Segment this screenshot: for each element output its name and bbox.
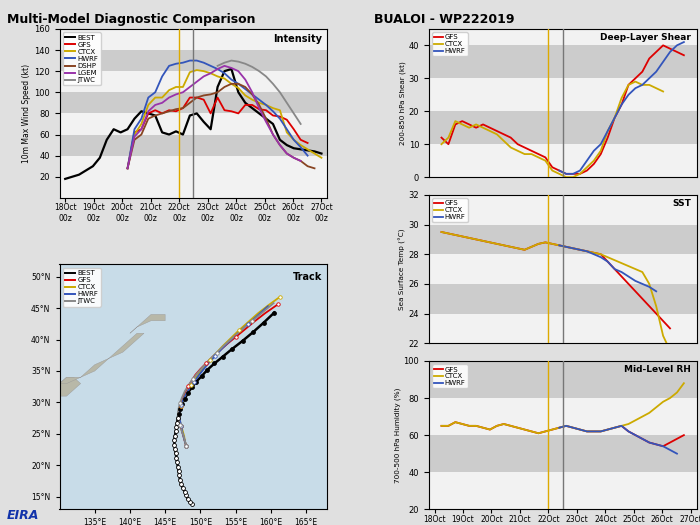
Text: Track: Track [293, 271, 322, 281]
Y-axis label: 10m Max Wind Speed (kt): 10m Max Wind Speed (kt) [22, 64, 31, 163]
Bar [429, 284, 696, 313]
Bar [60, 92, 327, 113]
Text: SST: SST [672, 200, 691, 208]
Polygon shape [60, 377, 80, 396]
Text: BUALOI - WP222019: BUALOI - WP222019 [374, 13, 515, 26]
Text: Mid-Level RH: Mid-Level RH [624, 365, 691, 374]
Text: Intensity: Intensity [273, 34, 322, 44]
Legend: GFS, CTCX, HWRF: GFS, CTCX, HWRF [433, 198, 468, 222]
Bar [429, 361, 696, 398]
Y-axis label: 700-500 hPa Humidity (%): 700-500 hPa Humidity (%) [394, 387, 400, 483]
Polygon shape [60, 333, 144, 384]
Bar [429, 45, 696, 78]
Text: Deep-Layer Shear: Deep-Layer Shear [601, 33, 691, 43]
Legend: GFS, CTCX, HWRF: GFS, CTCX, HWRF [433, 364, 468, 388]
Y-axis label: Sea Surface Temp (°C): Sea Surface Temp (°C) [398, 228, 406, 310]
Bar [429, 111, 696, 144]
Bar [60, 134, 327, 155]
Polygon shape [130, 314, 165, 333]
Text: Multi-Model Diagnostic Comparison: Multi-Model Diagnostic Comparison [7, 13, 256, 26]
Bar [60, 50, 327, 71]
Bar [429, 435, 696, 472]
Legend: BEST, GFS, CTCX, HWRF, JTWC: BEST, GFS, CTCX, HWRF, JTWC [63, 268, 101, 307]
Legend: BEST, GFS, CTCX, HWRF, DSHP, LGEM, JTWC: BEST, GFS, CTCX, HWRF, DSHP, LGEM, JTWC [63, 33, 101, 86]
Bar [429, 225, 696, 254]
Polygon shape [32, 340, 60, 377]
Text: EIRA: EIRA [7, 509, 39, 522]
Y-axis label: 200-850 hPa Shear (kt): 200-850 hPa Shear (kt) [399, 61, 406, 145]
Legend: GFS, CTCX, HWRF: GFS, CTCX, HWRF [433, 33, 468, 56]
